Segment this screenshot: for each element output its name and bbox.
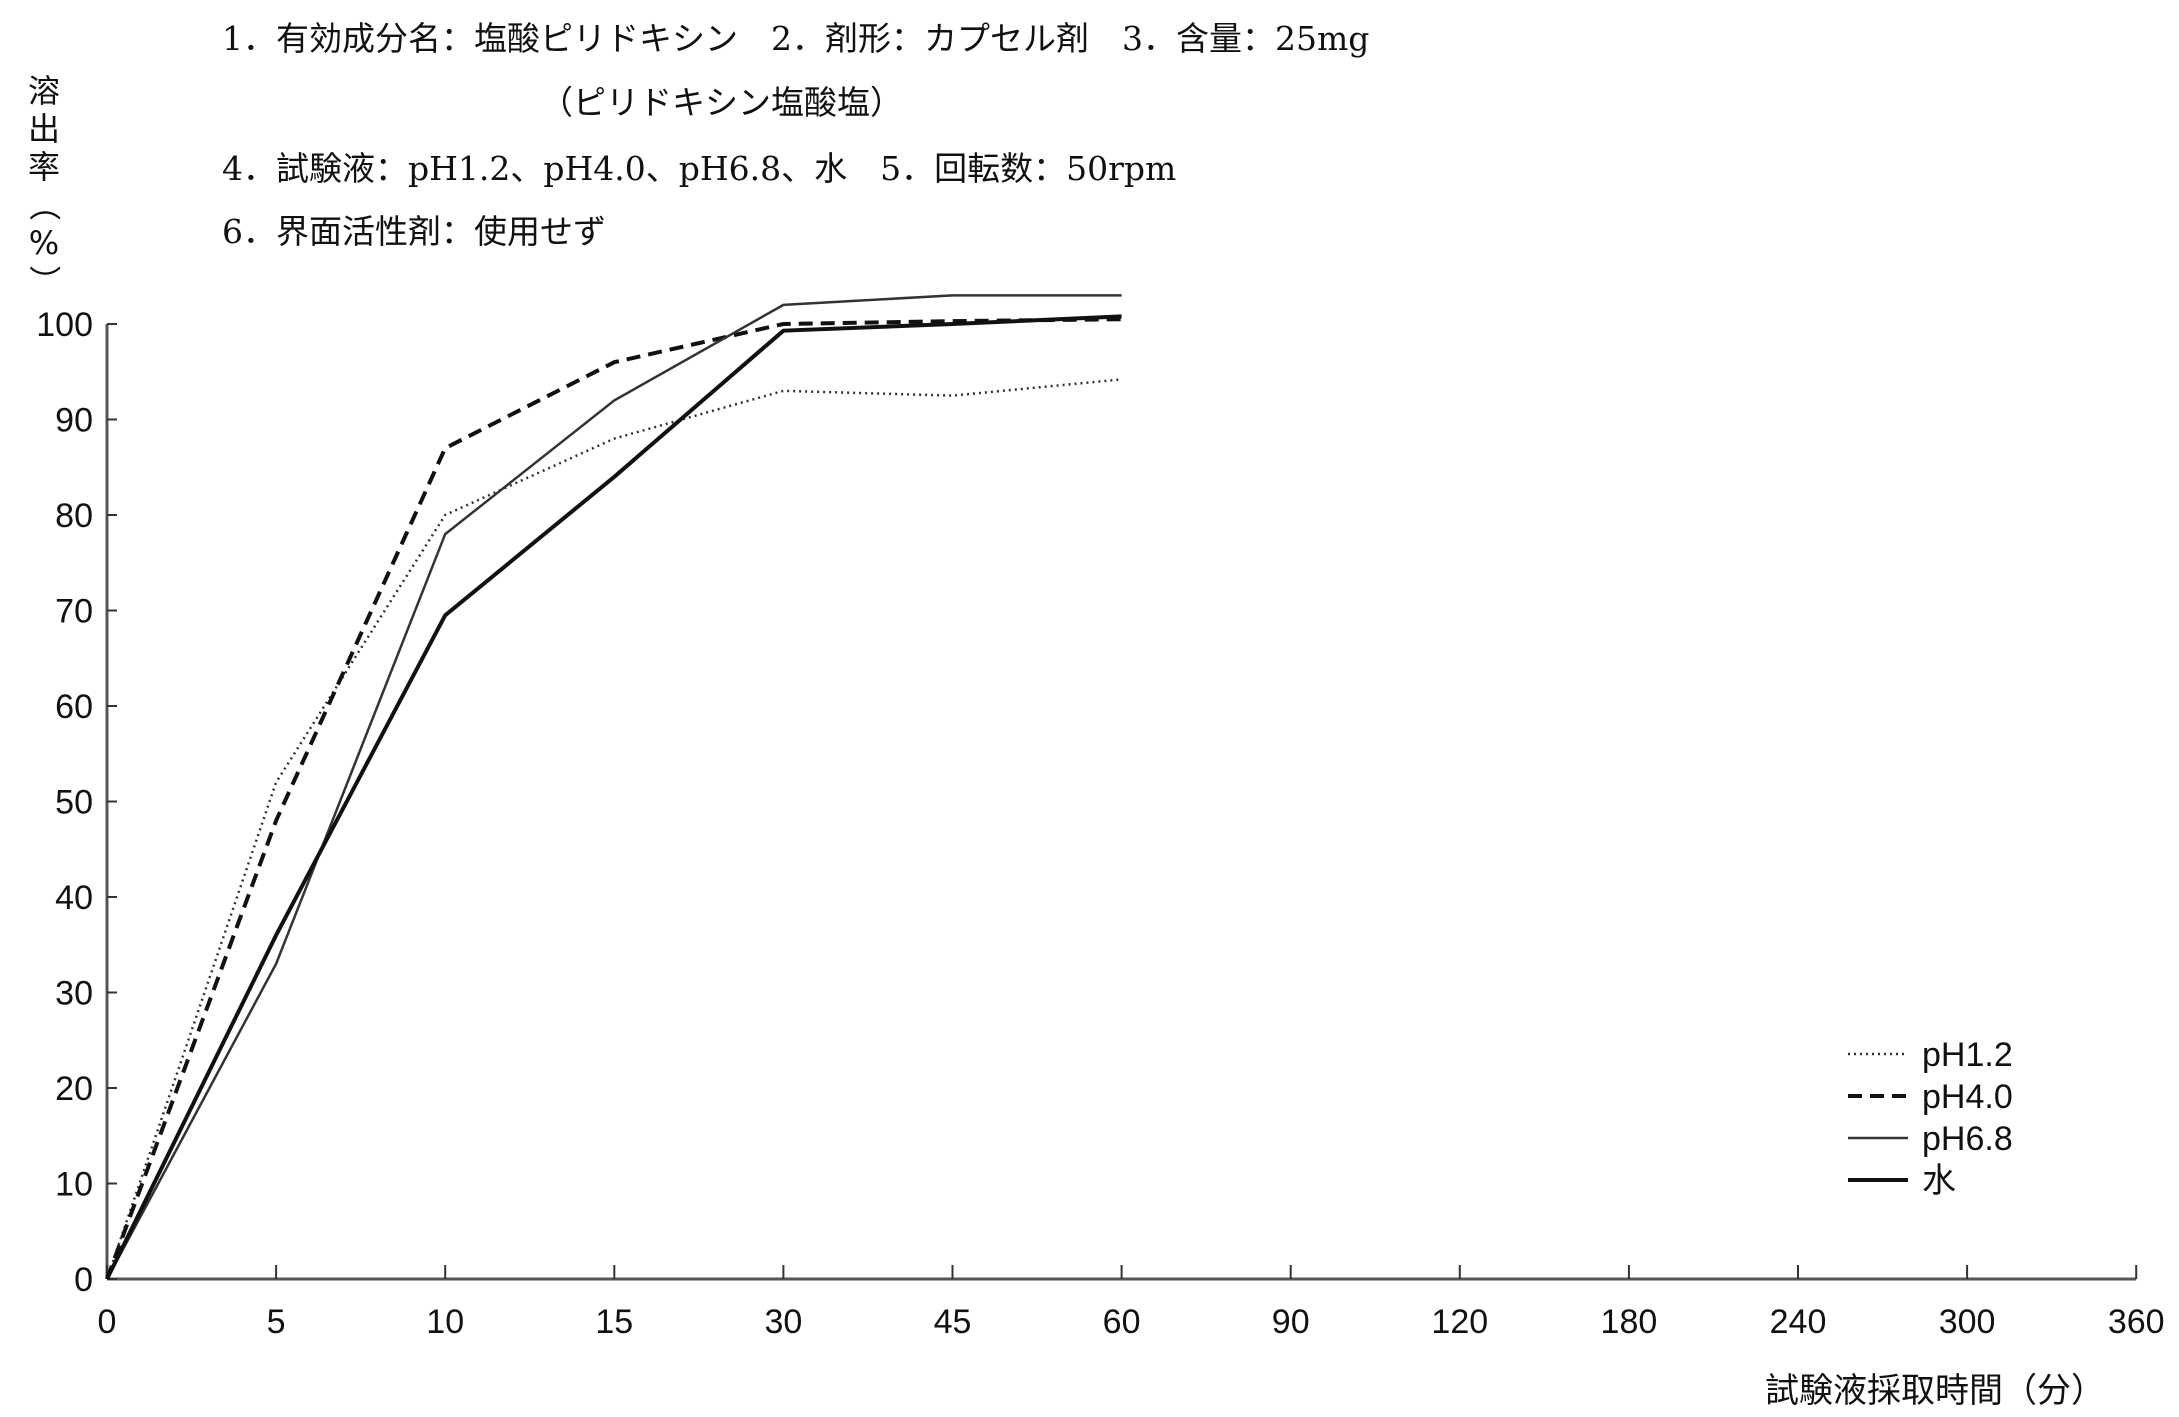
x-tick-label: 120 bbox=[1431, 1303, 1488, 1341]
series-line-pH6.8 bbox=[105, 294, 1122, 1280]
y-tick-label: 0 bbox=[74, 1261, 93, 1299]
y-tick-label: 10 bbox=[55, 1166, 93, 1204]
series-line-pH4.0 bbox=[105, 317, 1122, 1280]
header-line-2: （ピリドキシン塩酸塩） bbox=[540, 83, 903, 122]
y-tick-label: 50 bbox=[55, 784, 93, 822]
legend-label: pH4.0 bbox=[1922, 1078, 2013, 1116]
x-tick-label: 240 bbox=[1770, 1303, 1827, 1341]
y-label-char: 率 bbox=[27, 148, 60, 186]
series-line-水 bbox=[105, 314, 1122, 1280]
y-tick-label: 90 bbox=[55, 402, 93, 440]
x-axis-label: 試験液採取時間（分） bbox=[1765, 1372, 2105, 1410]
x-tick-label: 5 bbox=[267, 1303, 286, 1341]
x-tick-label: 300 bbox=[1939, 1303, 1996, 1341]
y-tick-label: 20 bbox=[55, 1070, 93, 1108]
legend-label: 水 bbox=[1922, 1162, 1956, 1200]
header-line-1: 1．有効成分名：塩酸ピリドキシン 2．剤形：カプセル剤 3．含量：25mg bbox=[222, 19, 1370, 58]
x-tick-label: 180 bbox=[1601, 1303, 1658, 1341]
x-tick-label: 15 bbox=[595, 1303, 633, 1341]
header-line-4: 6．界面活性剤：使用せず bbox=[222, 212, 606, 251]
y-tick-label: 70 bbox=[55, 593, 93, 631]
y-label-char: 出 bbox=[27, 110, 60, 148]
y-tick-label: 30 bbox=[55, 975, 93, 1013]
x-tick-label: 10 bbox=[426, 1303, 464, 1341]
x-tick-label: 45 bbox=[934, 1303, 972, 1341]
y-tick-label: 100 bbox=[36, 306, 93, 344]
x-tick-label: 360 bbox=[2108, 1303, 2165, 1341]
x-tick-label: 60 bbox=[1103, 1303, 1141, 1341]
legend-label: pH6.8 bbox=[1922, 1120, 2013, 1158]
x-tick-label: 90 bbox=[1272, 1303, 1310, 1341]
y-tick-label: 40 bbox=[55, 879, 93, 917]
x-tick-label: 0 bbox=[98, 1303, 117, 1341]
x-tick-label: 30 bbox=[764, 1303, 802, 1341]
series-line-pH1.2 bbox=[105, 378, 1122, 1280]
y-tick-label: 60 bbox=[55, 688, 93, 726]
y-label-char: 溶 bbox=[27, 72, 60, 110]
y-tick-label: 80 bbox=[55, 497, 93, 535]
y-axis-label: 溶 出 率 （ % ） bbox=[24, 72, 64, 300]
header-line-3: 4．試験液：pH1.2、pH4.0、pH6.8、水 5．回転数：50rpm bbox=[222, 149, 1177, 188]
y-label-char: % bbox=[28, 224, 60, 262]
legend-label: pH1.2 bbox=[1922, 1036, 2013, 1074]
